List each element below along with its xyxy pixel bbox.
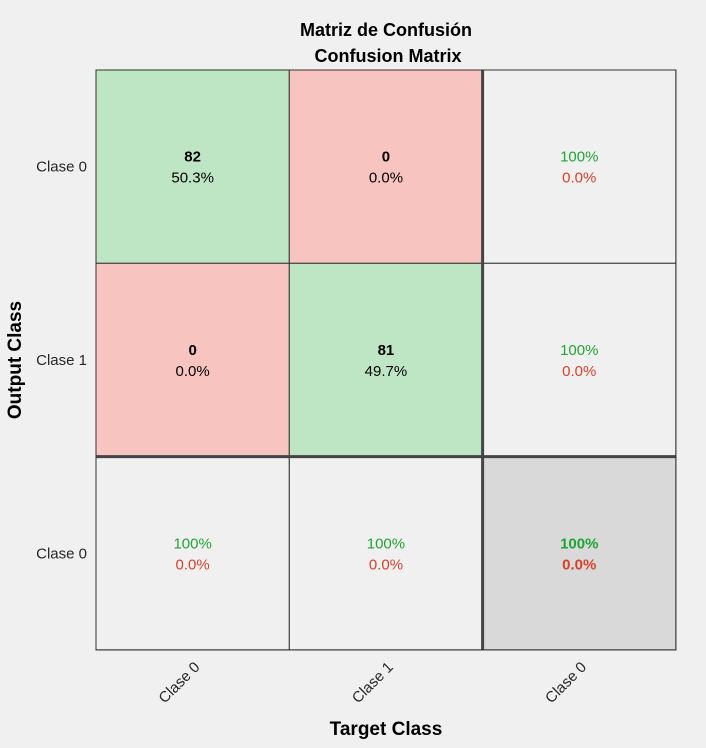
x-axis-label: Target Class xyxy=(330,719,443,740)
cell-percent: 49.7% xyxy=(365,363,408,380)
cell-count: 0 xyxy=(382,149,390,166)
cell-background xyxy=(482,262,677,458)
y-tick-label: Clase 1 xyxy=(36,352,87,369)
cell-count: 81 xyxy=(378,342,395,359)
cell-percent: 0.0% xyxy=(176,363,210,380)
matrix-cell-0-1: 0 0.0% xyxy=(288,69,484,264)
cell-count: 0 xyxy=(188,342,196,359)
matrix-cell-1-1: 81 49.7% xyxy=(288,262,484,458)
cell-accuracy: 100% xyxy=(173,535,211,552)
cell-background xyxy=(95,456,290,651)
y-axis-label: Output Class xyxy=(5,301,26,419)
cell-background xyxy=(95,262,290,458)
matrix-cell-2-0: 100% 0.0% xyxy=(95,456,290,651)
x-tick-label: Clase 0 xyxy=(542,659,590,707)
cell-error-rate: 0.0% xyxy=(176,556,210,573)
cell-accuracy: 100% xyxy=(560,342,598,359)
matrix-cell-0-2: 100% 0.0% xyxy=(482,69,677,264)
matrix-grid: 82 50.3% 0 0.0% 100% 0.0% 0 0.0% 81 49.7% 100% 0.0%… xyxy=(95,69,677,651)
cell-background xyxy=(288,262,484,458)
matrix-cell-1-0: 0 0.0% xyxy=(95,262,290,458)
cell-accuracy: 100% xyxy=(560,149,598,166)
matrix-cell-0-0: 82 50.3% xyxy=(95,69,290,264)
matrix-cell-2-2: 100% 0.0% xyxy=(482,456,677,651)
cell-count: 82 xyxy=(184,149,201,166)
x-tick-labels: Clase 0 Clase 1 Clase 0 xyxy=(155,659,590,707)
cell-percent: 50.3% xyxy=(171,170,214,187)
matrix-cell-1-2: 100% 0.0% xyxy=(482,262,677,458)
chart-title: Matriz de Confusión xyxy=(300,20,472,40)
x-tick-label: Clase 0 xyxy=(155,659,203,707)
cell-error-rate: 0.0% xyxy=(562,170,596,187)
y-tick-label: Clase 0 xyxy=(36,545,87,562)
y-tick-labels: Clase 0 Clase 1 Clase 0 xyxy=(36,159,87,563)
matrix-outer-border xyxy=(95,69,677,651)
cell-accuracy: 100% xyxy=(367,535,405,552)
chart-subtitle: Confusion Matrix xyxy=(315,46,462,66)
cell-error-rate: 0.0% xyxy=(562,363,596,380)
cell-background xyxy=(95,69,290,264)
y-tick-label: Clase 0 xyxy=(36,159,87,176)
cell-background xyxy=(482,69,677,264)
cell-background xyxy=(288,456,484,651)
cell-error-rate: 0.0% xyxy=(562,556,596,573)
cell-background xyxy=(482,456,677,651)
cell-background xyxy=(288,69,484,264)
cell-error-rate: 0.0% xyxy=(369,556,403,573)
cell-percent: 0.0% xyxy=(369,170,403,187)
x-tick-label: Clase 1 xyxy=(349,659,397,707)
matrix-cell-2-1: 100% 0.0% xyxy=(288,456,484,651)
cell-accuracy: 100% xyxy=(560,535,598,552)
